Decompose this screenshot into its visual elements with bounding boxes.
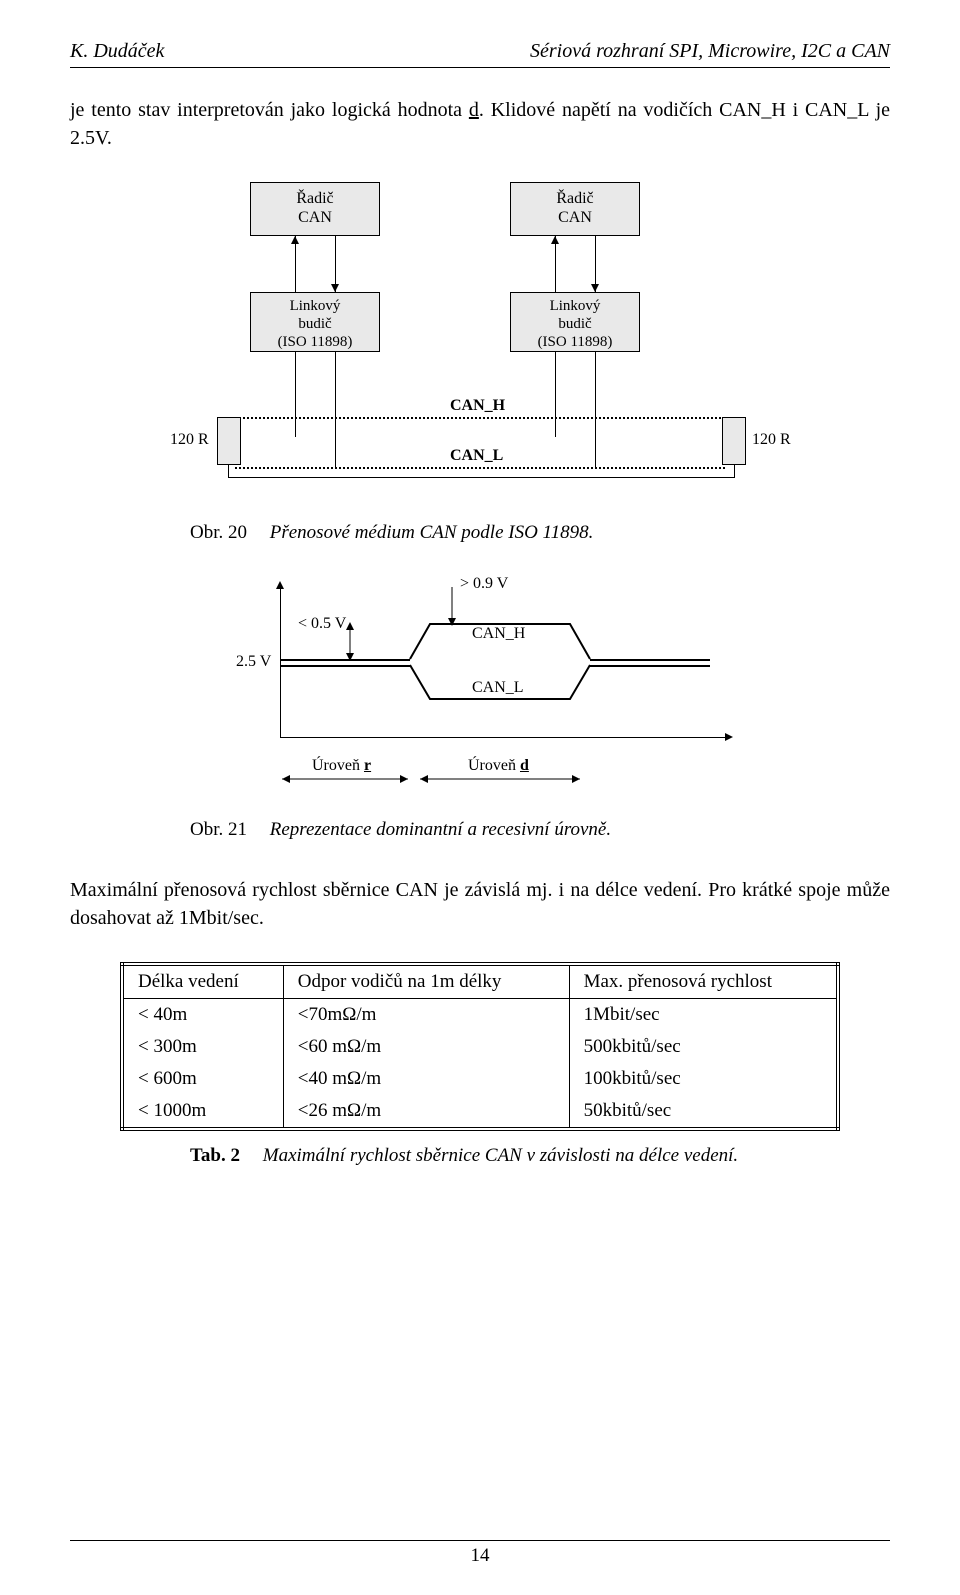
budic-label: Linkový budič (ISO 11898) <box>538 298 613 350</box>
radic-label: Řadič CAN <box>556 190 593 226</box>
table-row: < 40m <70mΩ/m 1Mbit/sec <box>122 999 838 1032</box>
wire <box>335 352 336 467</box>
table-2-caption: Tab. 2 Maximální rychlost sběrnice CAN v… <box>190 1145 890 1167</box>
arrow-down-icon <box>331 284 339 292</box>
wire <box>555 352 556 437</box>
budic-left: Linkový budič (ISO 11898) <box>250 292 380 352</box>
tab2-label: Tab. 2 <box>190 1145 240 1166</box>
wire <box>555 236 556 292</box>
tab2-text: Maximální rychlost sběrnice CAN v závisl… <box>263 1145 738 1166</box>
budic-right: Linkový budič (ISO 11898) <box>510 292 640 352</box>
can-l-label: CAN_L <box>450 447 503 465</box>
arrow-down-icon <box>591 284 599 292</box>
td: <60 mΩ/m <box>283 1031 569 1063</box>
td: < 40m <box>122 999 283 1032</box>
table-row: < 600m <40 mΩ/m 100kbitů/sec <box>122 1063 838 1095</box>
radic-label: Řadič CAN <box>296 190 333 226</box>
term-right-label: 120 R <box>752 431 791 449</box>
page-footer: 14 <box>70 1540 890 1567</box>
fig20-caption-label: Obr. 20 <box>190 522 247 543</box>
td: <40 mΩ/m <box>283 1063 569 1095</box>
header-title: Sériová rozhraní SPI, Microwire, I2C a C… <box>530 40 890 63</box>
paragraph-1: je tento stav interpretován jako logická… <box>70 96 890 152</box>
uroven-d-u: d <box>520 757 529 774</box>
figure-20-diagram: Řadič CAN Řadič CAN Linkový budič (ISO 1… <box>160 182 800 502</box>
th-col2: Max. přenosová rychlost <box>569 964 838 999</box>
td: 100kbitů/sec <box>569 1063 838 1095</box>
can-l-line <box>235 467 725 469</box>
page-header: K. Dudáček Sériová rozhraní SPI, Microwi… <box>70 40 890 68</box>
term-left-label: 120 R <box>170 431 209 449</box>
header-author: K. Dudáček <box>70 40 164 63</box>
para1-d: d <box>469 99 479 121</box>
table-row: < 300m <60 mΩ/m 500kbitů/sec <box>122 1031 838 1063</box>
figure-21-diagram: > 0.9 V < 0.5 V 2.5 V CAN_H CAN_L Úroveň… <box>220 579 740 809</box>
figure-20-caption: Obr. 20 Přenosové médium CAN podle ISO 1… <box>190 522 890 544</box>
fig21-caption-text: Reprezentace dominantní a recesivní úrov… <box>270 819 611 840</box>
can-h-line <box>235 417 725 419</box>
uroven-r: Úroveň r <box>312 757 371 775</box>
uroven-d: Úroveň d <box>468 757 529 775</box>
v05-label: < 0.5 V <box>298 615 346 633</box>
uroven-d-pre: Úroveň <box>468 757 520 774</box>
can-h-label: CAN_H <box>450 397 505 415</box>
fig21-caption-label: Obr. 21 <box>190 819 247 840</box>
fig20-caption-text: Přenosové médium CAN podle ISO 11898. <box>270 522 594 543</box>
td: <70mΩ/m <box>283 999 569 1032</box>
td: 500kbitů/sec <box>569 1031 838 1063</box>
td: 50kbitů/sec <box>569 1095 838 1129</box>
paragraph-2: Maximální přenosová rychlost sběrnice CA… <box>70 876 890 932</box>
arrow-up-icon <box>551 236 559 244</box>
page-number: 14 <box>471 1545 490 1566</box>
wire <box>595 352 596 467</box>
table-header-row: Délka vedení Odpor vodičů na 1m délky Ma… <box>122 964 838 999</box>
para1-pre: je tento stav interpretován jako logická… <box>70 99 469 121</box>
budic-label: Linkový budič (ISO 11898) <box>278 298 353 350</box>
spec-table: Délka vedení Odpor vodičů na 1m délky Ma… <box>120 962 840 1131</box>
radic-can-right: Řadič CAN <box>510 182 640 236</box>
v09-label: > 0.9 V <box>460 575 508 593</box>
fig21-canh: CAN_H <box>472 625 525 643</box>
v25-label: 2.5 V <box>236 653 271 671</box>
td: <26 mΩ/m <box>283 1095 569 1129</box>
td: < 1000m <box>122 1095 283 1129</box>
radic-can-left: Řadič CAN <box>250 182 380 236</box>
th-col0: Délka vedení <box>122 964 283 999</box>
wire <box>295 352 296 437</box>
td: < 300m <box>122 1031 283 1063</box>
fig21-canl: CAN_L <box>472 679 524 697</box>
wire <box>295 236 296 292</box>
uroven-r-pre: Úroveň <box>312 757 364 774</box>
arrow-up-icon <box>291 236 299 244</box>
td: < 600m <box>122 1063 283 1095</box>
table-row: < 1000m <26 mΩ/m 50kbitů/sec <box>122 1095 838 1129</box>
terminator-left <box>217 417 241 465</box>
figure-21-caption: Obr. 21 Reprezentace dominantní a recesi… <box>190 819 890 841</box>
td: 1Mbit/sec <box>569 999 838 1032</box>
th-col1: Odpor vodičů na 1m délky <box>283 964 569 999</box>
terminator-right <box>722 417 746 465</box>
page: K. Dudáček Sériová rozhraní SPI, Microwi… <box>0 0 960 1595</box>
uroven-r-u: r <box>364 757 371 774</box>
